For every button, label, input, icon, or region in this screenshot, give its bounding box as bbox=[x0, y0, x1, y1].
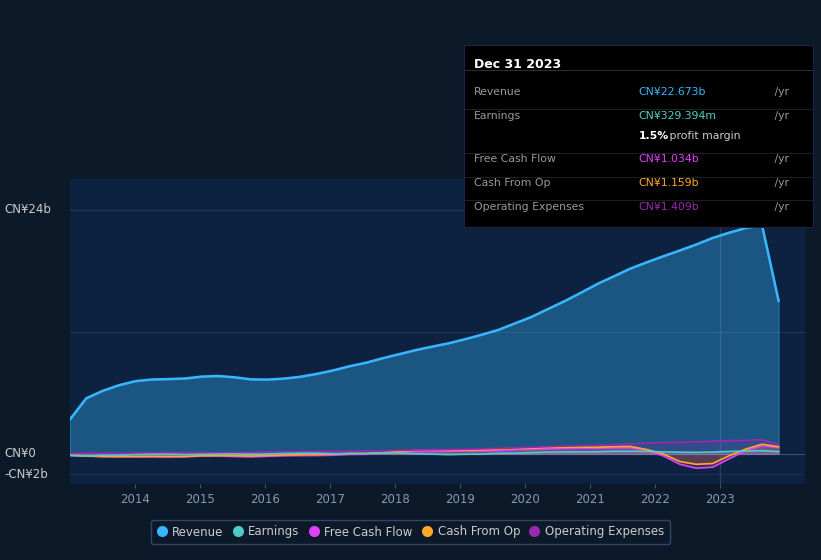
Text: CN¥24b: CN¥24b bbox=[4, 203, 51, 216]
Text: /yr: /yr bbox=[771, 155, 789, 165]
Text: /yr: /yr bbox=[771, 202, 789, 212]
Text: -CN¥2b: -CN¥2b bbox=[4, 468, 48, 480]
Text: Earnings: Earnings bbox=[475, 111, 521, 121]
Text: CN¥329.394m: CN¥329.394m bbox=[639, 111, 717, 121]
Text: /yr: /yr bbox=[771, 178, 789, 188]
Legend: Revenue, Earnings, Free Cash Flow, Cash From Op, Operating Expenses: Revenue, Earnings, Free Cash Flow, Cash … bbox=[151, 520, 670, 544]
Text: CN¥1.409b: CN¥1.409b bbox=[639, 202, 699, 212]
Text: /yr: /yr bbox=[771, 111, 789, 121]
Text: /yr: /yr bbox=[771, 87, 789, 97]
Text: Dec 31 2023: Dec 31 2023 bbox=[475, 58, 562, 71]
Text: profit margin: profit margin bbox=[667, 131, 741, 141]
Text: CN¥1.159b: CN¥1.159b bbox=[639, 178, 699, 188]
Text: 1.5%: 1.5% bbox=[639, 131, 668, 141]
Text: Cash From Op: Cash From Op bbox=[475, 178, 551, 188]
Text: CN¥1.034b: CN¥1.034b bbox=[639, 155, 699, 165]
Text: Operating Expenses: Operating Expenses bbox=[475, 202, 585, 212]
Text: Free Cash Flow: Free Cash Flow bbox=[475, 155, 556, 165]
Text: Revenue: Revenue bbox=[475, 87, 522, 97]
Text: CN¥22.673b: CN¥22.673b bbox=[639, 87, 706, 97]
Text: CN¥0: CN¥0 bbox=[4, 447, 36, 460]
